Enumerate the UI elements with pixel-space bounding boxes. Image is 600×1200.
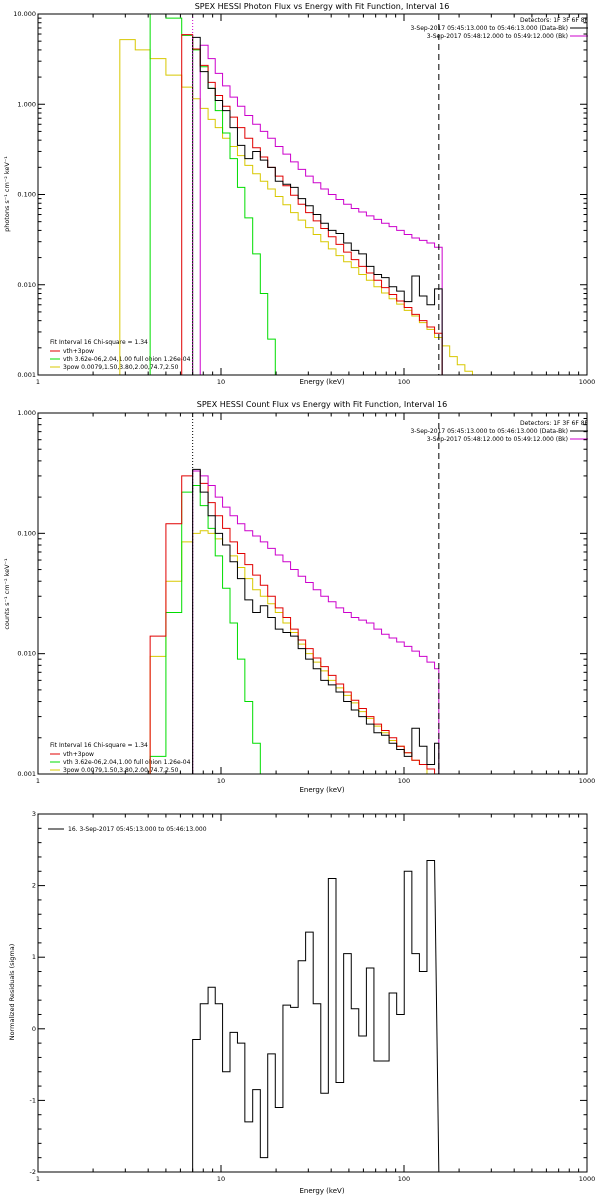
y-tick-label: 1.000 <box>17 409 36 417</box>
count-flux-legend-right: Detectors: 1F 3F 6F 8F 3-Sep-2017 05:45:… <box>410 420 588 443</box>
x-tick-label: 1 <box>36 1175 40 1183</box>
y-tick-label: -2 <box>30 1168 36 1176</box>
legend-thermal-model: vth 3.62e-06,2.04,1.00 full ohion 1.26e-… <box>63 759 191 766</box>
x-tick-label: 10 <box>217 378 225 386</box>
y-tick-label: 10.000 <box>13 10 36 18</box>
series-magenta-step <box>192 470 440 774</box>
series-red-step <box>149 470 439 774</box>
y-tick-label: 0.100 <box>17 529 36 537</box>
y-tick-label: 0.010 <box>17 650 36 658</box>
x-tick-label: 100 <box>398 378 410 386</box>
series-group <box>119 14 480 375</box>
legend-powerlaw-model: 3pow 0.0079,1.50,3.80,2.00,74.7,2.50 <box>63 364 179 371</box>
legend-total-model: vth+3pow <box>63 751 94 758</box>
y-tick-label: -1 <box>30 1096 36 1104</box>
y-tick-label: 1.000 <box>17 100 36 108</box>
y-tick-label: 1 <box>32 953 36 961</box>
x-tick-label: 1000 <box>579 378 596 386</box>
residuals-ylabel: Normalized Residuals (sigma) <box>8 944 16 1041</box>
series-magenta-step <box>199 44 443 375</box>
series-black-step <box>192 468 440 774</box>
y-tick-label: 0 <box>32 1025 36 1033</box>
series-group <box>149 468 440 774</box>
legend-data-interval: 3-Sep-2017 05:45:13.000 to 05:46:13.000 … <box>410 428 568 435</box>
count-flux-title: SPEX HESSI Count Flux vs Energy with Fit… <box>197 400 448 409</box>
legend-data-interval: 3-Sep-2017 05:45:13.000 to 05:46:13.000 … <box>410 25 568 32</box>
y-tick-label: 0.010 <box>17 281 36 289</box>
x-tick-label: 1 <box>36 378 40 386</box>
count-flux-ylabel: counts s⁻¹ cm⁻² keV⁻¹ <box>3 558 11 630</box>
residuals-panel: Energy (keV) Normalized Residuals (sigma… <box>8 810 595 1195</box>
residuals-xlabel: Energy (keV) <box>299 1187 344 1195</box>
series-black-step <box>192 860 440 1172</box>
series-green-step <box>149 484 264 774</box>
photon-flux-legend-left: Fit Interval 16 Chi-square = 1.34 vth+3p… <box>50 339 191 371</box>
series-black-step <box>192 36 443 375</box>
residuals-legend: 16. 3-Sep-2017 05:45:13.000 to 05:46:13.… <box>48 826 207 833</box>
legend-residual-interval: 16. 3-Sep-2017 05:45:13.000 to 05:46:13.… <box>68 826 207 833</box>
y-tick-label: 2 <box>32 882 36 890</box>
series-yellow-step <box>119 39 480 375</box>
legend-total-model: vth+3pow <box>63 348 94 355</box>
count-flux-xlabel: Energy (keV) <box>299 786 344 794</box>
photon-flux-ylabel: photons s⁻¹ cm⁻² keV⁻¹ <box>3 156 11 232</box>
photon-flux-xlabel: Energy (keV) <box>299 378 344 386</box>
x-tick-label: 100 <box>398 777 410 785</box>
x-tick-label: 10 <box>217 1175 225 1183</box>
y-tick-label: 0.100 <box>17 191 36 199</box>
legend-fit-interval: Fit Interval 16 Chi-square = 1.34 <box>50 339 148 346</box>
x-tick-label: 1 <box>36 777 40 785</box>
legend-detectors: Detectors: 1F 3F 6F 8F <box>520 17 589 24</box>
legend-fit-interval: Fit Interval 16 Chi-square = 1.34 <box>50 742 148 749</box>
legend-background-interval: 3-Sep-2017 05:48:12.000 to 05:49:12.000 … <box>427 33 568 40</box>
count-flux-legend-left: Fit Interval 16 Chi-square = 1.34 vth+3p… <box>50 742 191 774</box>
count-flux-panel: SPEX HESSI Count Flux vs Energy with Fit… <box>3 400 595 794</box>
legend-thermal-model: vth 3.62e-06,2.04,1.00 full ohion 1.26e-… <box>63 356 191 363</box>
series-group <box>192 860 440 1172</box>
plot-frame <box>37 412 588 775</box>
y-tick-label: 0.001 <box>17 770 36 778</box>
x-tick-label: 100 <box>398 1175 410 1183</box>
x-tick-label: 10 <box>217 777 225 785</box>
y-tick-label: 0.001 <box>17 371 36 379</box>
x-tick-label: 1000 <box>579 777 596 785</box>
photon-flux-panel: SPEX HESSI Photon Flux vs Energy with Fi… <box>3 2 595 386</box>
legend-detectors: Detectors: 1F 3F 6F 8F <box>520 420 589 427</box>
y-tick-label: 3 <box>32 810 36 818</box>
legend-powerlaw-model: 3pow 0.0079,1.50,3.80,2.00,74.7,2.50 <box>63 767 179 774</box>
x-tick-label: 1000 <box>579 1175 596 1183</box>
series-red-step <box>181 34 443 375</box>
legend-background-interval: 3-Sep-2017 05:48:12.000 to 05:49:12.000 … <box>427 436 568 443</box>
plot-frame <box>37 813 588 1173</box>
photon-flux-title: SPEX HESSI Photon Flux vs Energy with Fi… <box>195 2 450 11</box>
